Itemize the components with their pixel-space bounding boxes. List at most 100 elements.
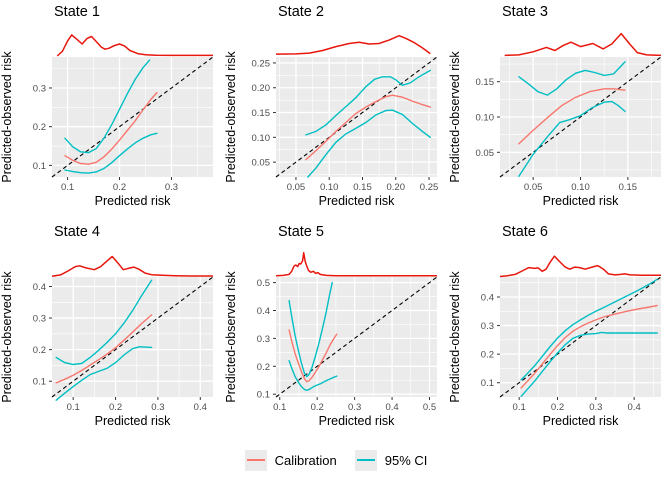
panel-state-5-svg: 0.10.1 0.2 0.2 0.3 0.3 0.4 0.4 0.5 0.5 State 5 Pre… [224,224,438,428]
x-tick-label: 0.05 [524,182,543,193]
y-tick-label: 0.1 [33,377,46,388]
x-tick-label: 0.05 [287,182,306,193]
ci-lower-line [307,109,432,178]
x-tick-label: 0.20 [387,182,406,193]
x-tick-label: 0.2 [311,402,324,413]
y-tick-label: 0.2 [257,362,270,373]
x-axis-title: Predicted risk [319,194,395,208]
x-tick-label: 0.2 [113,182,126,193]
x-tick-label: 0.2 [551,402,564,413]
legend-key-ci [354,449,377,471]
panel-title: State 4 [54,224,100,240]
panel-title: State 1 [54,4,100,20]
density-line [275,252,437,277]
y-axis-title: Predicted-observed risk [448,51,462,183]
panel-state-5: 0.1 0.1 0.2 0.2 0.3 0.3 0.4 0.4 0.5 0.5 State 5 Pre… [224,220,448,440]
diagonal-reference-line [275,56,438,178]
density-line [275,34,431,55]
y-tick-label: 0.4 [33,282,46,293]
x-tick-label: 0.1 [67,402,80,413]
panel-state-3-svg: 0.05 0.05 0.10 0.10 0.15 0.15 State 3 Predicted… [448,4,662,208]
x-tick-label: 0.25 [420,182,439,193]
x-tick-label: 0.1 [273,402,286,413]
panel-title: State 3 [502,4,548,20]
density-line [51,255,213,277]
y-tick-label: 0.2 [33,122,46,133]
y-tick-label: 0.3 [33,83,46,94]
plot-grid: 0.1 0.1 0.2 0.2 0.3 0.3 State 1 Predicted risk P… [0,0,672,440]
x-tick-label: 0.4 [385,402,398,413]
y-tick-label: 0.15 [252,108,271,119]
diagonal-reference-line [499,56,662,178]
calibration-line-icon [246,459,265,461]
calibration-line [64,91,158,165]
ci-lower-line [64,132,158,174]
x-axis-title: Predicted risk [319,414,395,428]
legend-label-calibration: Calibration [274,452,337,468]
y-tick-label: 0.1 [257,390,270,401]
y-tick-label: 0.3 [257,334,270,345]
x-axis-title: Predicted risk [95,194,171,208]
panel-state-4-svg: 0.1 0.1 0.2 0.2 0.3 0.3 0.4 0.4 State 4 Predicted… [0,224,214,428]
y-tick-label: 0.4 [257,306,270,317]
x-axis-title: Predicted risk [543,194,619,208]
calibration-line [288,329,338,383]
y-axis-title: Predicted-observed risk [224,271,238,403]
ci-upper-line [55,279,153,366]
y-tick-label: 0.10 [476,113,495,124]
panel-state-3: 0.05 0.05 0.10 0.10 0.15 0.15 State 3 Predicted… [448,0,672,220]
panel-title: State 6 [502,224,548,240]
x-tick-label: 0.15 [619,182,638,193]
panel-state-4: 0.1 0.1 0.2 0.2 0.3 0.3 0.4 0.4 State 4 Predicted… [0,220,224,440]
panel-state-2-svg: 0.05 0.05 0.10 0.10 0.15 0.15 0.20 0.20 0.25 0.25… [224,4,439,208]
y-axis-title: Predicted-observed risk [0,271,14,403]
x-axis-title: Predicted risk [95,414,171,428]
y-tick-label: 0.1 [481,378,494,389]
x-tick-label: 0.1 [61,182,74,193]
y-axis-title: Predicted-observed risk [0,51,14,183]
calibration-line [518,88,626,145]
panel-state-1: 0.1 0.1 0.2 0.2 0.3 0.3 State 1 Predicted risk P… [0,0,224,220]
x-tick-label: 0.5 [423,402,436,413]
y-tick-label: 0.2 [481,350,494,361]
x-tick-label: 0.2 [109,402,122,413]
y-axis-title: Predicted-observed risk [448,271,462,403]
calibration-line [55,314,153,384]
ci-upper-line [305,69,432,136]
ci-line-icon [356,459,375,461]
ci-upper-line [518,61,626,96]
ci-upper-line [64,59,151,154]
panel-state-2: 0.05 0.05 0.10 0.10 0.15 0.15 0.20 0.20 0.25 0.25… [224,0,448,220]
legend-key-calibration [244,449,267,471]
y-tick-label: 0.3 [481,321,494,332]
panel-title: State 5 [278,224,324,240]
x-tick-label: 0.15 [353,182,372,193]
panel-state-6: 0.1 0.1 0.2 0.2 0.3 0.3 0.4 0.4 State 6 Predicted… [448,220,672,440]
y-tick-label: 0.4 [481,293,494,304]
legend-label-ci: 95% CI [384,452,428,468]
ci-upper-line [288,281,333,378]
density-line [499,255,661,278]
x-tick-label: 0.4 [194,402,207,413]
legend-entry-ci: 95% CI [354,449,428,471]
x-tick-label: 0.3 [165,182,178,193]
diagonal-reference-line [51,56,214,178]
legend-entry-calibration: Calibration [244,449,337,471]
x-tick-label: 0.10 [571,182,590,193]
x-tick-label: 0.4 [628,402,641,413]
x-axis-title: Predicted risk [543,414,619,428]
panel-title: State 2 [278,4,324,20]
y-tick-label: 0.05 [476,148,495,159]
ci-lower-line [55,346,153,401]
ci-lower-line [288,359,338,392]
calibration-line [305,94,432,161]
x-tick-label: 0.3 [151,402,164,413]
legend: Calibration 95% CI [0,440,672,480]
y-tick-label: 0.2 [33,345,46,356]
diagonal-reference-line [51,276,214,398]
y-tick-label: 0.05 [252,158,271,169]
panel-state-1-svg: 0.1 0.1 0.2 0.2 0.3 0.3 State 1 Predicted risk P… [0,4,214,208]
y-tick-label: 0.1 [33,161,46,172]
diagonal-reference-line [275,276,438,398]
